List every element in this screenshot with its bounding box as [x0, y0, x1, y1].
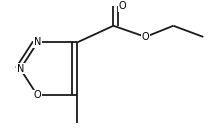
Text: O: O [34, 90, 41, 100]
Text: O: O [142, 32, 149, 42]
Text: N: N [34, 38, 41, 47]
Text: O: O [118, 1, 126, 11]
Text: N: N [17, 64, 24, 74]
